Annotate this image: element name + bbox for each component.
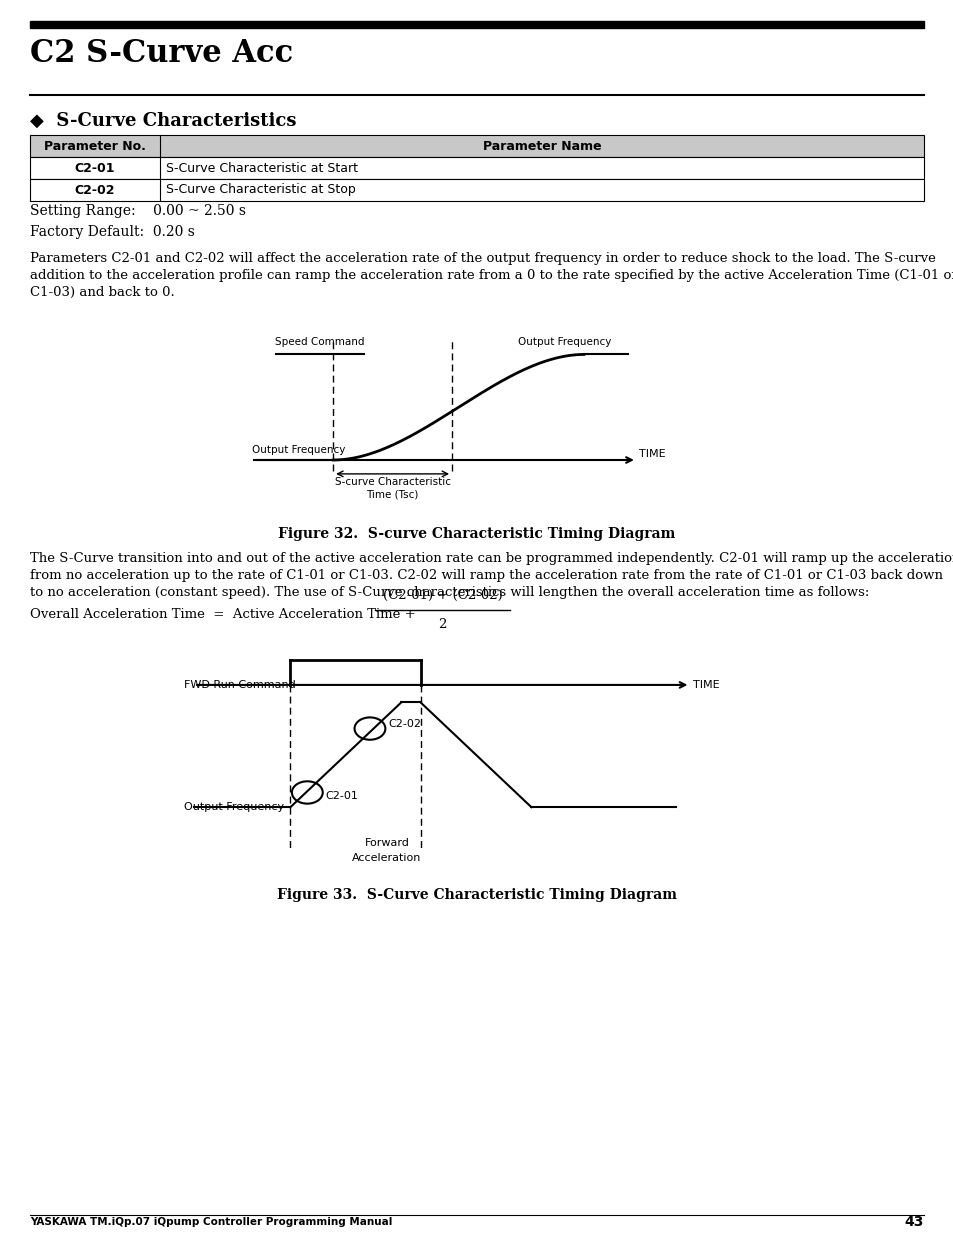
Text: S-curve Characteristic: S-curve Characteristic	[335, 477, 450, 487]
Text: (C2-01) + (C2-02): (C2-01) + (C2-02)	[382, 589, 502, 601]
Text: Time (Tsc): Time (Tsc)	[366, 489, 418, 499]
Text: ◆  S-Curve Characteristics: ◆ S-Curve Characteristics	[30, 112, 296, 130]
Text: C2-01: C2-01	[74, 162, 115, 174]
Text: Figure 33.  S-Curve Characteristic Timing Diagram: Figure 33. S-Curve Characteristic Timing…	[276, 888, 677, 902]
Text: S-Curve Characteristic at Stop: S-Curve Characteristic at Stop	[166, 184, 355, 196]
Text: TIME: TIME	[639, 448, 665, 458]
Text: C1-03) and back to 0.: C1-03) and back to 0.	[30, 287, 174, 299]
Text: Acceleration: Acceleration	[352, 853, 421, 863]
Text: The S-Curve transition into and out of the active acceleration rate can be progr: The S-Curve transition into and out of t…	[30, 552, 953, 564]
Text: 43: 43	[903, 1215, 923, 1229]
Bar	[30, 135, 923, 157]
Text: Setting Range:    0.00 ~ 2.50 s: Setting Range: 0.00 ~ 2.50 s	[30, 204, 246, 219]
Text: from no acceleration up to the rate of C1-01 or C1-03. C2-02 will ramp the accel: from no acceleration up to the rate of C…	[30, 569, 942, 582]
Text: YASKAWA TM.iQp.07 iQpump Controller Programming Manual: YASKAWA TM.iQp.07 iQpump Controller Prog…	[30, 1216, 392, 1228]
Text: C2-02: C2-02	[74, 184, 115, 196]
Text: addition to the acceleration profile can ramp the acceleration rate from a 0 to : addition to the acceleration profile can…	[30, 269, 953, 282]
Bar	[30, 157, 923, 179]
Text: TIME: TIME	[692, 680, 719, 690]
Text: Output Frequency: Output Frequency	[184, 803, 284, 813]
Text: Output Frequency: Output Frequency	[252, 445, 345, 454]
Text: Forward: Forward	[364, 837, 409, 847]
Bar	[30, 21, 923, 28]
Bar	[30, 179, 923, 201]
Text: Output Frequency: Output Frequency	[517, 337, 611, 347]
Text: Figure 32.  S-curve Characteristic Timing Diagram: Figure 32. S-curve Characteristic Timing…	[278, 527, 675, 541]
Text: C2 S-Curve Acc: C2 S-Curve Acc	[30, 38, 293, 69]
Text: Factory Default:  0.20 s: Factory Default: 0.20 s	[30, 225, 194, 240]
Text: C2-01: C2-01	[325, 790, 358, 802]
Text: C2-02: C2-02	[388, 719, 421, 730]
Text: Parameter Name: Parameter Name	[482, 140, 600, 152]
Text: FWD Run Command: FWD Run Command	[184, 680, 295, 690]
Text: Speed Command: Speed Command	[275, 337, 364, 347]
Text: Parameters C2-01 and C2-02 will affect the acceleration rate of the output frequ: Parameters C2-01 and C2-02 will affect t…	[30, 252, 935, 266]
Text: to no acceleration (constant speed). The use of S-Curve characteristics will len: to no acceleration (constant speed). The…	[30, 585, 868, 599]
Text: Overall Acceleration Time  =  Active Acceleration Time +: Overall Acceleration Time = Active Accel…	[30, 608, 419, 621]
Text: Parameter No.: Parameter No.	[44, 140, 146, 152]
Text: 2: 2	[437, 618, 446, 631]
Text: S-Curve Characteristic at Start: S-Curve Characteristic at Start	[166, 162, 357, 174]
